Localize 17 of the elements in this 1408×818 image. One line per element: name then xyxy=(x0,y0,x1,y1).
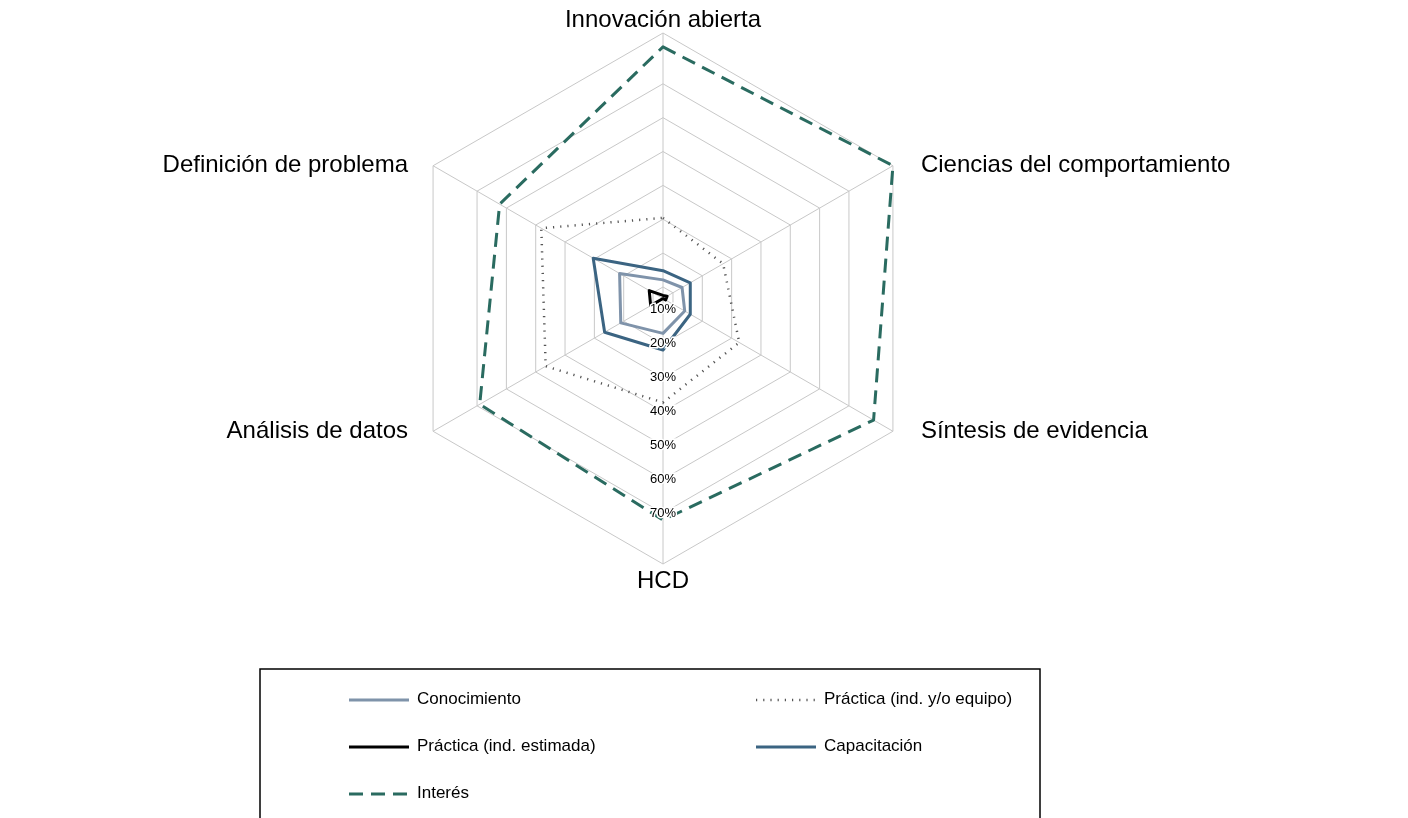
spoke-label: Síntesis de evidencia xyxy=(920,415,1149,443)
y-tick-label: 40% xyxy=(649,403,677,419)
y-tick-label: 50% xyxy=(649,436,677,452)
spoke-label: Ciencias del comportamiento xyxy=(920,150,1231,178)
spoke-label: Análisis de datos xyxy=(226,415,409,443)
spoke-label: Innovación abierta xyxy=(564,5,762,33)
spoke-label: HCD xyxy=(637,566,689,594)
legend-label: Práctica (ind. y/o equipo) xyxy=(824,689,1013,709)
y-tick-label: 10% xyxy=(649,301,677,317)
legend-label: Práctica (ind. estimada) xyxy=(417,736,596,756)
legend-label: Interés xyxy=(417,783,469,803)
y-tick-label: 60% xyxy=(649,470,677,486)
y-tick-label: 30% xyxy=(649,369,677,385)
legend-label: Conocimiento xyxy=(417,689,521,709)
y-tick-label: 70% xyxy=(649,504,677,520)
spoke-label: Definición de problema xyxy=(162,150,409,178)
legend-label: Capacitación xyxy=(824,736,923,756)
